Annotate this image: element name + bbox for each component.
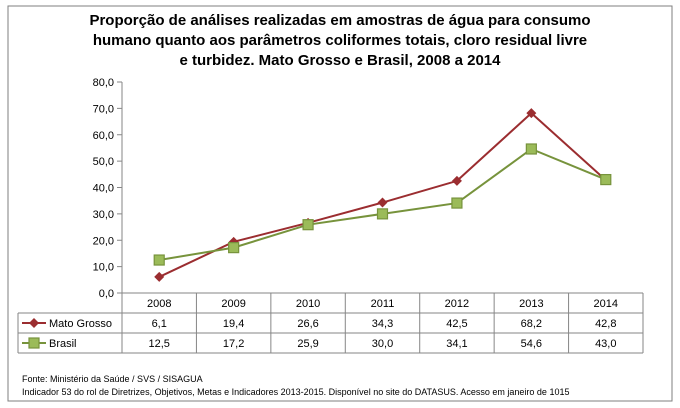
- legend-key-brasil: [22, 337, 46, 349]
- diamond-marker: [29, 318, 39, 328]
- square-marker: [153, 254, 165, 266]
- data-cell: 54,6: [521, 338, 542, 350]
- data-cell: 25,9: [297, 338, 318, 350]
- footer-source: Fonte: Ministério da Saúde / SVS / SISAG…: [22, 374, 203, 384]
- footer-note: Indicador 53 do rol de Diretrizes, Objet…: [22, 387, 569, 397]
- data-cell: 68,2: [521, 318, 542, 330]
- x-tick-label: 2014: [594, 298, 618, 310]
- y-tick-label: 40,0: [93, 183, 114, 195]
- legend-label-brasil: Brasil: [49, 338, 77, 350]
- title-line-1: Proporção de análises realizadas em amos…: [89, 12, 590, 29]
- chart-title: Proporção de análises realizadas em amos…: [89, 12, 590, 69]
- square-marker: [525, 143, 537, 155]
- title-line-3: e turbidez. Mato Grosso e Brasil, 2008 a…: [180, 52, 502, 69]
- diamond-marker: [377, 197, 388, 208]
- legend-key-mato-grosso: [22, 318, 46, 328]
- data-cell: 17,2: [223, 338, 244, 350]
- data-cell: 34,3: [372, 318, 393, 330]
- y-tick-label: 50,0: [93, 156, 114, 168]
- y-tick-label: 0,0: [99, 288, 114, 300]
- legend-label-mato-grosso: Mato Grosso: [49, 318, 112, 330]
- data-cell: 26,6: [297, 318, 318, 330]
- diamond-marker: [526, 108, 537, 119]
- title-line-2: humano quanto aos parâmetros coliformes …: [93, 32, 587, 49]
- x-tick-label: 2011: [371, 298, 395, 310]
- square-marker: [600, 173, 612, 186]
- data-cell: 34,1: [446, 338, 467, 350]
- x-tick-label: 2010: [296, 298, 320, 310]
- data-cell: 12,5: [149, 338, 170, 350]
- series-brasil: [153, 143, 612, 266]
- x-tick-label: 2013: [519, 298, 543, 310]
- square-marker: [376, 208, 389, 220]
- y-tick-label: 20,0: [93, 235, 114, 247]
- square-marker: [228, 242, 240, 254]
- data-cell: 42,5: [446, 318, 467, 330]
- data-cell: 42,8: [595, 318, 616, 330]
- chart-border: [7, 5, 673, 402]
- y-tick-label: 60,0: [93, 130, 114, 142]
- y-tick-label: 70,0: [93, 103, 114, 115]
- y-tick-label: 10,0: [93, 262, 114, 274]
- y-tick-label: 30,0: [93, 209, 114, 221]
- data-cell: 19,4: [223, 318, 244, 330]
- square-marker: [28, 337, 40, 349]
- square-marker: [451, 197, 463, 209]
- x-tick-label: 2012: [445, 298, 469, 310]
- square-marker: [302, 219, 314, 231]
- diamond-marker: [451, 175, 462, 186]
- diamond-marker: [154, 271, 165, 282]
- x-tick-label: 2009: [221, 298, 245, 310]
- data-cell: 30,0: [372, 338, 393, 350]
- x-tick-label: 2008: [147, 298, 171, 310]
- data-cell: 6,1: [152, 318, 167, 330]
- data-cell: 43,0: [595, 338, 616, 350]
- y-tick-label: 80,0: [93, 77, 114, 89]
